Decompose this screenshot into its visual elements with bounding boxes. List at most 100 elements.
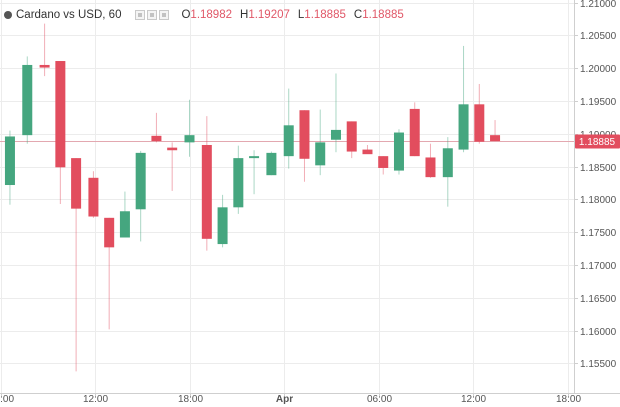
grid (0, 0, 574, 393)
candle-down (39, 23, 50, 77)
price-tick-label: 1.20000 (580, 64, 617, 75)
ohlc-low-value: 1.18885 (304, 9, 346, 21)
price-tick-label: 1.17500 (580, 228, 617, 239)
candle-body (88, 177, 99, 217)
ohlc-close-value: 1.18885 (362, 9, 404, 21)
candle-body (442, 148, 453, 178)
ohlc-low-key: L (297, 9, 305, 21)
candle-body (184, 135, 195, 143)
time-tick-label: 18:00 (556, 394, 581, 405)
price-tick-label: 1.15500 (580, 359, 617, 370)
price-tick-label: 1.20500 (580, 31, 617, 42)
candle-down (346, 121, 357, 159)
ohlc-high-value: 1.19207 (248, 9, 290, 21)
price-tick-label: 1.19500 (580, 97, 617, 108)
price-tick-label: 1.16500 (580, 294, 617, 305)
candle-down (71, 158, 82, 372)
candle-body (217, 207, 228, 245)
price-tick-label: 1.21000 (580, 0, 617, 10)
candle-body (490, 135, 501, 142)
more-icon[interactable] (159, 10, 170, 20)
candle-up (4, 130, 15, 205)
candle-up (119, 191, 130, 238)
candle-down (425, 143, 436, 178)
price-tick-label: 1.17000 (580, 261, 617, 272)
candle-down (474, 83, 485, 144)
candle-body (4, 136, 15, 186)
candle-down (88, 171, 99, 218)
ohlc-open-key: O (181, 9, 191, 21)
candle-body (315, 142, 326, 166)
candles (4, 23, 501, 372)
candle-body (167, 147, 178, 151)
candle-up (458, 45, 469, 153)
chart-legend: Cardano vs USD, 60 O 1.18982 H 1.19207 L 1.… (4, 6, 408, 24)
candle-down (151, 112, 162, 143)
candle-body (22, 64, 33, 136)
ohlc-close-key: C (353, 9, 363, 21)
time-tick-label: 18:00 (178, 394, 203, 405)
candle-body (283, 125, 294, 157)
candle-down (409, 102, 420, 157)
candle-down (104, 217, 115, 330)
price-tick-label: 1.18000 (580, 195, 617, 206)
last-price-badge-background (575, 134, 620, 149)
candle-body (233, 158, 244, 208)
candle-up (315, 109, 326, 176)
last-price-badge-label: 1.18885 (579, 137, 616, 148)
candle-body (425, 157, 436, 178)
candle-body (39, 64, 50, 68)
candle-body (362, 149, 373, 155)
candle-up (393, 129, 404, 175)
last-price-badge: 1.18885 (575, 134, 620, 149)
time-axis[interactable]: 00:00 12:00 18:00 Apr 06:00 12:00 18:00 (0, 393, 620, 405)
candle-down (490, 120, 501, 142)
symbol-status-dot-icon (4, 11, 12, 19)
candle-body (378, 156, 389, 168)
candle-up (249, 150, 260, 195)
legend-controls (135, 10, 170, 20)
time-axis-labels: 00:00 12:00 18:00 Apr 06:00 12:00 18:00 (0, 393, 581, 405)
candle-body (458, 104, 469, 150)
candle-up (283, 88, 294, 169)
vertical-gridlines (1, 0, 569, 393)
candle-body (104, 217, 115, 248)
settings-icon[interactable] (135, 10, 146, 20)
hide-icon[interactable] (147, 10, 158, 20)
candle-body (266, 152, 277, 176)
candle-body (330, 129, 341, 140)
price-axis[interactable]: 1.210001.205001.200001.195001.190001.185… (574, 0, 617, 393)
candle-body (71, 158, 82, 209)
candle-up (266, 151, 277, 176)
candle-up (442, 137, 453, 207)
candle-body (346, 121, 357, 152)
candle-down (378, 156, 389, 175)
candle-up (330, 73, 341, 153)
ohlc-open-value: 1.18982 (190, 9, 232, 21)
candle-body (474, 104, 485, 142)
candle-down (299, 110, 310, 182)
candle-body (119, 211, 130, 238)
candle-down (201, 116, 212, 251)
symbol-title: Cardano vs USD, 60 (16, 9, 122, 21)
horizontal-gridlines (0, 3, 574, 364)
candle-up (233, 145, 244, 214)
candle-body (135, 152, 146, 210)
price-tick-label: 1.16000 (580, 327, 617, 338)
candle-body (201, 144, 212, 239)
time-tick-label: Apr (276, 394, 293, 405)
time-tick-label: 00:00 (0, 394, 14, 405)
candle-up (135, 150, 146, 242)
time-tick-label: 06:00 (367, 394, 392, 405)
candle-body (249, 156, 260, 159)
price-tick-label: 1.18500 (580, 163, 617, 174)
ohlc-high-key: H (240, 9, 249, 21)
time-tick-label: 12:00 (83, 394, 108, 405)
candle-up (22, 56, 33, 144)
time-tick-label: 12:00 (461, 394, 486, 405)
candle-body (55, 61, 66, 168)
candle-body (409, 108, 420, 157)
candle-body (393, 132, 404, 171)
price-axis-labels: 1.210001.205001.200001.195001.190001.185… (574, 0, 617, 370)
